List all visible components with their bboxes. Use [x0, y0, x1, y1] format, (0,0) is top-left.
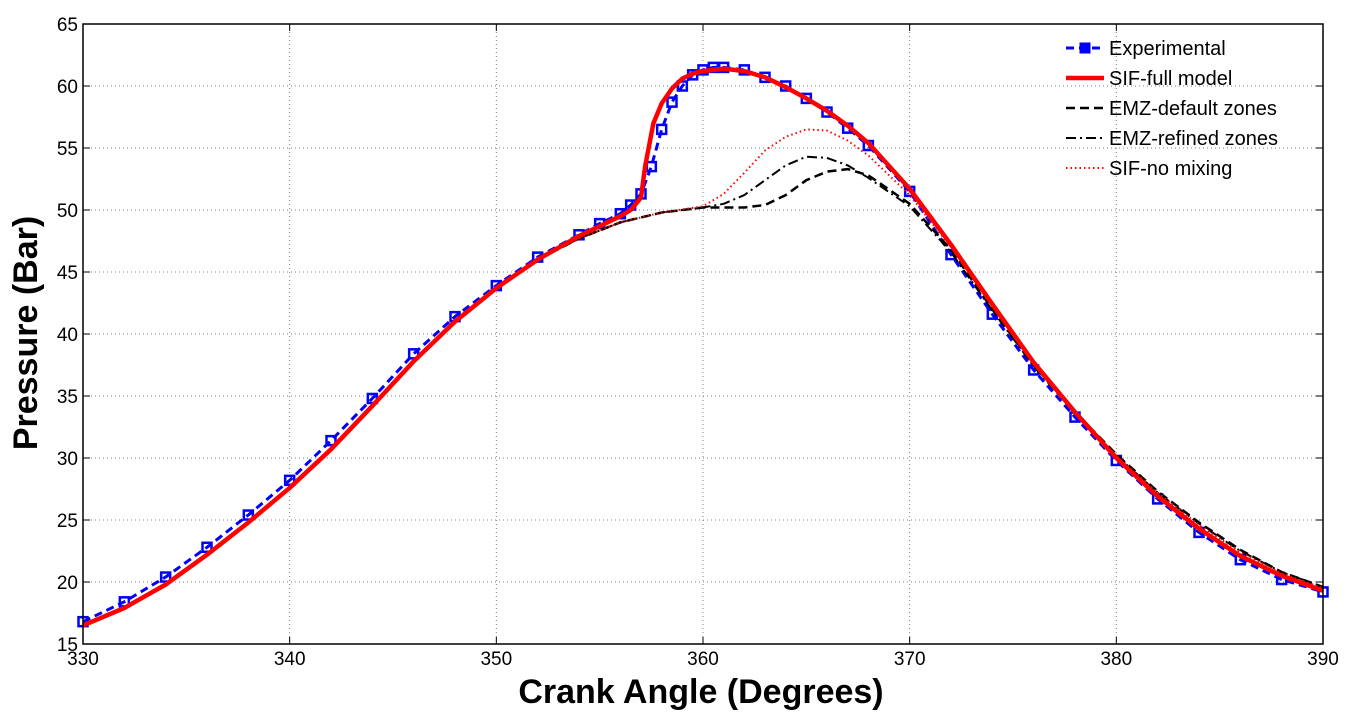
grid	[83, 24, 1323, 644]
y-tick-label: 55	[57, 139, 78, 160]
legend-label: Experimental	[1109, 38, 1226, 60]
y-tick-label: 30	[57, 449, 78, 470]
y-tick-label: 50	[57, 201, 78, 222]
y-tick-label: 60	[57, 77, 78, 98]
legend: Experimental SIF-full model EMZ-default zo…	[1066, 38, 1278, 180]
legend-marker	[1079, 42, 1091, 54]
y-tick-label: 45	[57, 263, 78, 284]
y-tick-label: 25	[57, 511, 78, 532]
x-axis-title: Crank Angle (Degrees)	[518, 673, 883, 711]
experimental-marker	[325, 434, 337, 447]
legend-label: EMZ-refined zones	[1109, 128, 1278, 150]
experimental-marker	[666, 96, 678, 108]
series-line-1	[82, 66, 1324, 628]
x-tick-label: 390	[1307, 649, 1339, 670]
series-line-3	[82, 155, 1324, 627]
x-tick-label: 330	[67, 649, 99, 670]
x-tick-label: 380	[1100, 649, 1132, 670]
x-tick-label: 370	[894, 649, 926, 670]
series-line-4	[82, 128, 1324, 627]
y-tick-label: 65	[57, 15, 78, 36]
x-tick-label: 340	[274, 649, 306, 670]
y-tick-label: 20	[57, 573, 78, 594]
legend-label: SIF-no mixing	[1109, 158, 1232, 180]
series-line-2	[82, 167, 1324, 627]
series-layer	[77, 61, 1329, 628]
y-tick-label: 35	[57, 387, 78, 408]
y-tick-label: 40	[57, 325, 78, 346]
experimental-marker	[159, 571, 172, 583]
x-tick-label: 350	[480, 649, 512, 670]
y-tick-label: 15	[57, 635, 78, 656]
tick-labels: 330 340 350 360 370 380 390 15 20 25 30 35 40 45 50 55 6…	[57, 15, 1339, 670]
y-axis-title: Pressure (Bar)	[7, 216, 45, 450]
legend-label: SIF-full model	[1109, 68, 1232, 90]
experimental-marker	[655, 123, 668, 136]
legend-label: EMZ-default zones	[1109, 98, 1277, 120]
x-tick-label: 360	[687, 649, 719, 670]
experimental-marker	[201, 541, 213, 554]
